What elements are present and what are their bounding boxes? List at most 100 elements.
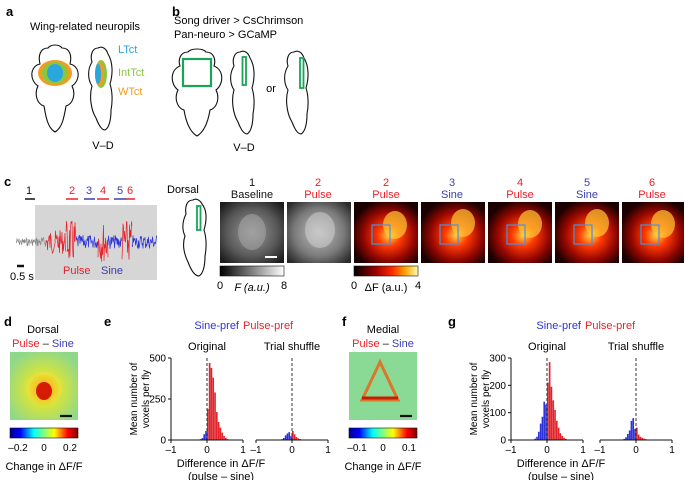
- sine-bar: [283, 438, 285, 440]
- sine-bar: [290, 435, 292, 440]
- vnc-ventral-roi: [171, 48, 223, 137]
- trace-segment-2: [45, 230, 67, 255]
- frame-image-2: [287, 202, 351, 263]
- sine-bar: [630, 420, 633, 440]
- panel-b-axis: V–D: [233, 142, 254, 154]
- colorbar-df-max: 4: [415, 280, 421, 292]
- panel-f-tick-min: –0.1: [347, 443, 367, 454]
- pulse-bar: [561, 435, 564, 440]
- pulse-bar: [217, 421, 220, 440]
- panel-d-title: Dorsal: [27, 324, 59, 336]
- panel-f-map: [349, 352, 417, 420]
- panel-f-title: Medial: [367, 324, 399, 336]
- y-axis-label-line: voxels per fly: [481, 370, 492, 428]
- pulse-bar: [210, 367, 213, 440]
- frame-image-1: [220, 202, 284, 263]
- pulse-bar: [214, 392, 216, 440]
- pulse-bar: [292, 430, 294, 440]
- panel-f-tick-max: 0.1: [402, 443, 416, 454]
- panel-f-contrast: Pulse – Sine: [352, 338, 414, 350]
- panel-d-contrast-sine: Sine: [52, 338, 74, 350]
- y-axis-label: Mean number ofvoxels per fly: [129, 362, 152, 435]
- trace-labels: 1 2 3 4 5 6: [25, 185, 135, 200]
- legend-ltct: LTct: [118, 44, 137, 56]
- frame-1-cond: Baseline: [231, 189, 273, 201]
- trace-segment-6: [97, 224, 109, 262]
- vnc-ventral-view: [31, 44, 79, 133]
- sine-bar: [536, 436, 538, 440]
- sine-bar: [203, 434, 206, 440]
- panel-b-label: b: [172, 4, 180, 19]
- y-tick-label: 250: [149, 395, 166, 406]
- trace-label-5: 5: [117, 185, 123, 197]
- x-tick-label: 1: [240, 445, 246, 456]
- panel-a-axis: V–D: [92, 140, 113, 152]
- sine-bar: [284, 435, 287, 440]
- panel-e-label: e: [104, 314, 111, 329]
- frame-5-cond: Pulse: [506, 189, 534, 201]
- colorbar-f-max: 8: [281, 280, 287, 292]
- pulse-bar: [219, 427, 222, 440]
- panel-d-contrast-dash: –: [43, 338, 50, 350]
- y-axis-label-line: Mean number of: [469, 362, 480, 435]
- pulse-bar: [223, 435, 225, 440]
- panel-c: c 1 2 3 4 5 6 0.5 s Pulse Sine Dorsal 1: [4, 174, 684, 294]
- x-tick-label: 0: [544, 445, 550, 456]
- chart-title: Trial shuffle: [264, 341, 320, 353]
- frame-4-cond: Sine: [441, 189, 463, 201]
- frame-image-7: [622, 202, 684, 263]
- x-tick-label: 1: [580, 445, 586, 456]
- pulse-bar: [556, 420, 558, 440]
- sine-bar: [534, 438, 537, 440]
- panel-d-tick-max: 0.2: [63, 443, 77, 454]
- colorbar-f-min: 0: [217, 280, 223, 292]
- time-scalebar-label: 0.5 s: [10, 271, 34, 283]
- vnc-side-roi-2: [284, 50, 309, 135]
- panel-b-line1: Song driver > CsChrimson: [174, 15, 303, 27]
- x-tick-label: 1: [325, 445, 331, 456]
- pulse-bar: [550, 386, 553, 440]
- panel-d-tick-min: –0.2: [8, 443, 28, 454]
- pulse-bar: [641, 437, 644, 440]
- pulse-bar: [552, 400, 555, 440]
- trace-segment-4: [75, 234, 91, 249]
- sine-bar: [201, 438, 204, 440]
- trace-label-6: 6: [127, 185, 133, 197]
- frame-7-num: 6: [649, 177, 655, 189]
- e-legend-pulse: Pulse-pref: [243, 320, 294, 332]
- sine-bar: [627, 433, 629, 440]
- y-tick-label: 0: [160, 436, 166, 447]
- chart-g-shuffle: Trial shuffle –1 0 1: [594, 341, 675, 456]
- panel-a-label: a: [6, 4, 14, 19]
- panel-f-contrast-sine: Sine: [392, 338, 414, 350]
- x-axis-label: Difference in ΔF/F: [517, 458, 606, 470]
- chart-title: Trial shuffle: [608, 341, 664, 353]
- panel-d-label: d: [4, 314, 12, 329]
- panel-c-label: c: [4, 174, 11, 189]
- sine-bar: [628, 430, 631, 440]
- vnc-side-view: [88, 46, 113, 131]
- x-axis-label: Difference in ΔF/F: [177, 458, 266, 470]
- frame-3-cond: Pulse: [372, 189, 400, 201]
- panel-a-title: Wing-related neuropils: [30, 21, 141, 33]
- y-tick-label: 0: [500, 436, 506, 447]
- colorbar-df-label: ΔF (a.u.): [365, 282, 408, 294]
- legend-wtct: WTct: [118, 86, 142, 98]
- trace-segment-9: [131, 235, 158, 250]
- x-tick-label: –1: [505, 445, 517, 456]
- sine-bar: [539, 423, 542, 440]
- trace-label-1: 1: [26, 185, 32, 197]
- panel-e: e Sine-pref Pulse-pref: [104, 314, 294, 332]
- frame-6-num: 5: [584, 177, 590, 189]
- pulse-bar: [293, 434, 296, 440]
- colorbar-df: [353, 265, 419, 277]
- trace-segment-8: [121, 221, 133, 260]
- frame-7-cond: Pulse: [638, 189, 666, 201]
- pulse-bar: [207, 408, 209, 440]
- x-tick-label: 0: [289, 445, 295, 456]
- pulse-bar: [554, 409, 556, 440]
- pulse-bar: [563, 437, 565, 440]
- x-tick-label: –1: [165, 445, 177, 456]
- x-tick-label: –1: [594, 445, 606, 456]
